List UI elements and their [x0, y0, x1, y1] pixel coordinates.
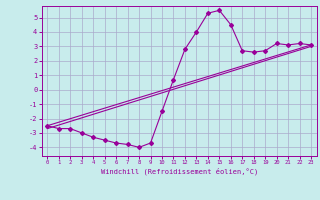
- X-axis label: Windchill (Refroidissement éolien,°C): Windchill (Refroidissement éolien,°C): [100, 168, 258, 175]
